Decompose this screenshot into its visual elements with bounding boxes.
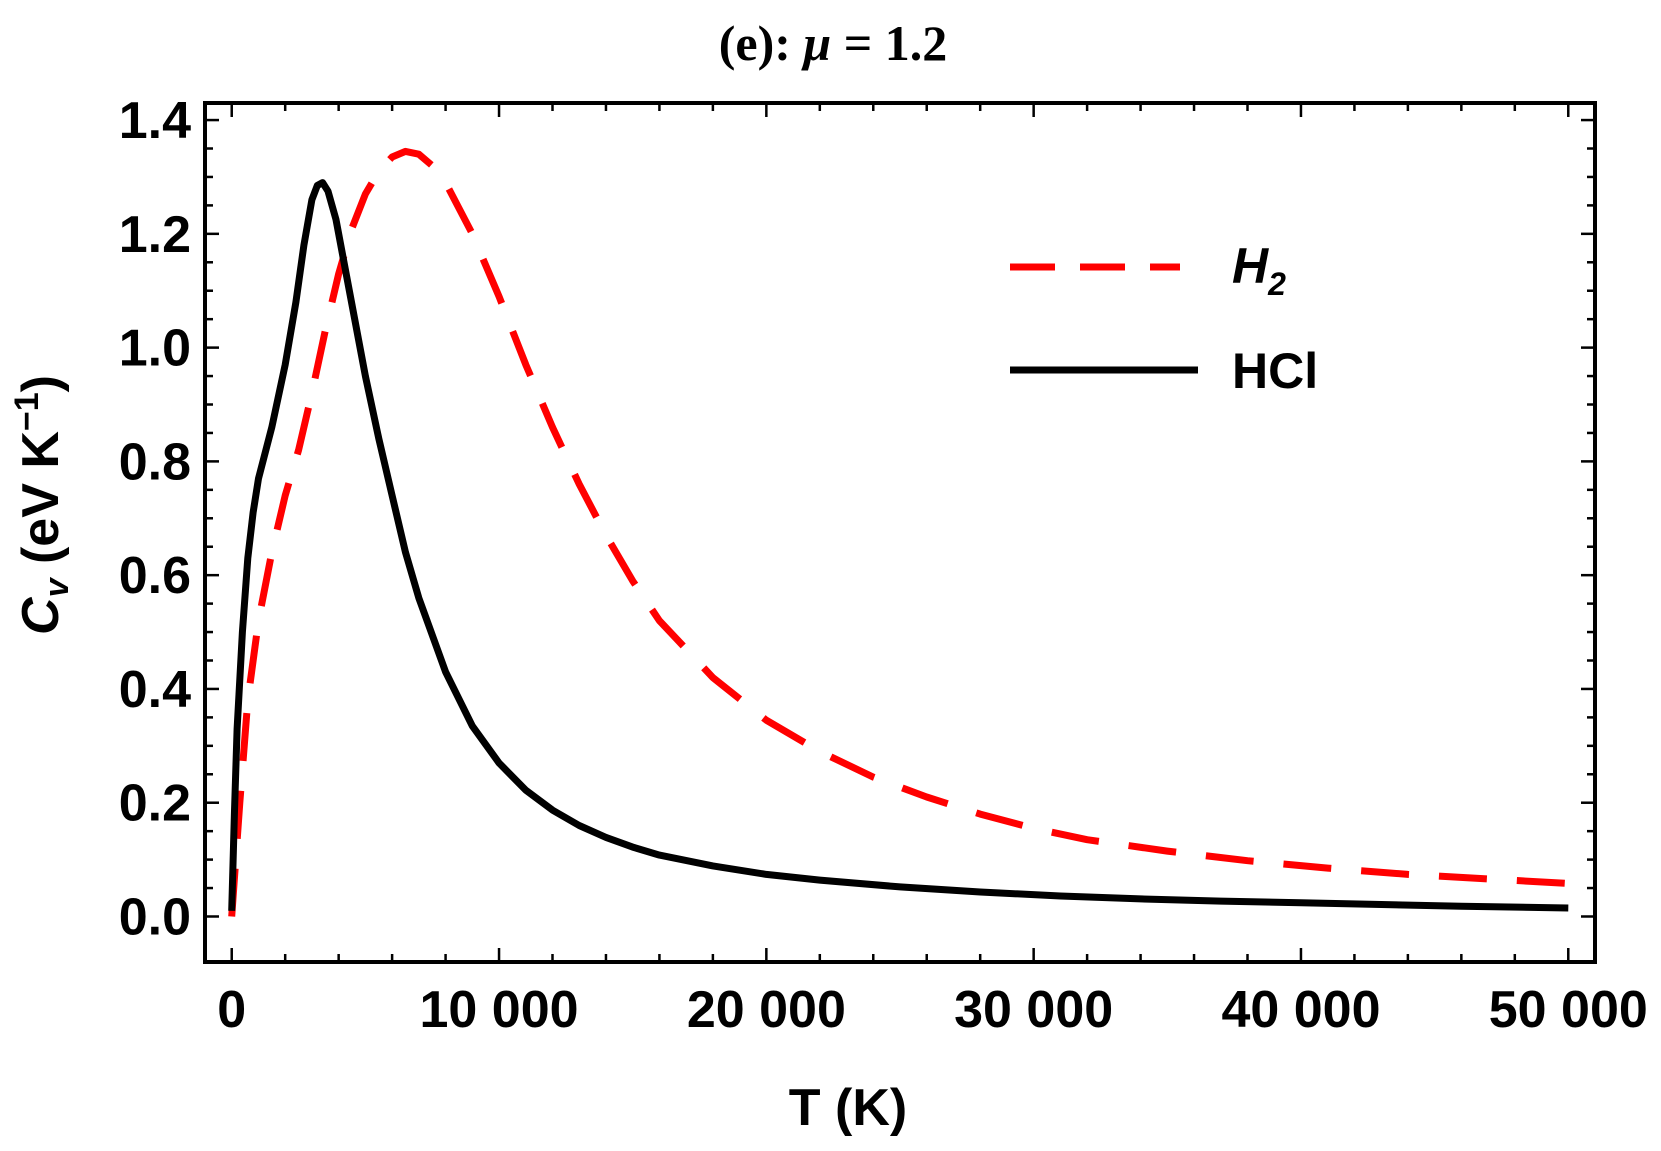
series-hcl-line xyxy=(228,179,1569,912)
x-tick-label: 40 000 xyxy=(1221,981,1380,1039)
y-tick-label: 0.2 xyxy=(119,775,191,833)
y-tick-label: 0.8 xyxy=(119,433,191,491)
legend-label-hcl: HCl xyxy=(1232,343,1318,399)
x-tick-label: 50 000 xyxy=(1489,981,1648,1039)
y-tick-label: 0.6 xyxy=(119,547,191,605)
y-tick-label: 0.4 xyxy=(119,661,191,719)
series-h2-line xyxy=(228,147,1569,917)
legend-label-h2: H2 xyxy=(1232,238,1286,302)
legend: H2 HCl xyxy=(1010,238,1318,399)
y-tick-label: 0.0 xyxy=(119,888,191,946)
y-tick-label: 1.2 xyxy=(119,206,191,264)
y-tick-label: 1.0 xyxy=(119,320,191,378)
x-axis-label: T (K) xyxy=(789,1079,907,1137)
y-axis-label: Cv (eV K−1) xyxy=(8,375,76,635)
tick-labels: 0.0 0.2 0.4 0.6 0.8 1.0 1.2 1.4 0 10 000 20 000 30 … xyxy=(119,92,1648,1039)
x-tick-label: 10 000 xyxy=(420,981,579,1039)
plot-area xyxy=(203,101,1597,964)
axis-ticks xyxy=(205,103,1595,962)
y-tick-label: 1.4 xyxy=(119,92,191,150)
plot-frame xyxy=(203,101,1597,964)
x-tick-label: 20 000 xyxy=(687,981,846,1039)
chart-title: (e): μ = 1.2 xyxy=(719,15,947,71)
x-tick-label: 0 xyxy=(217,981,246,1039)
series-layer xyxy=(228,147,1569,917)
x-tick-label: 30 000 xyxy=(954,981,1113,1039)
